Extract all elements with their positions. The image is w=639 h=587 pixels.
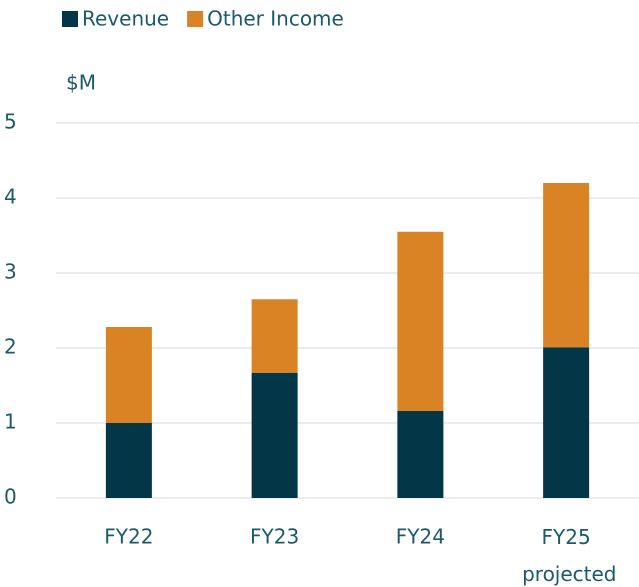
y-tick-label: 4 (4, 185, 17, 209)
y-tick-label: 1 (4, 410, 17, 434)
legend-label: Revenue (82, 7, 169, 31)
bar-segment (543, 183, 590, 348)
legend-swatch (62, 11, 78, 27)
x-tick-label: FY22 (104, 525, 153, 549)
bar-segment (397, 231, 444, 411)
legend-swatch (187, 11, 204, 27)
y-tick-label: 0 (4, 485, 17, 509)
bar-segment (397, 411, 444, 498)
y-tick-label: 3 (4, 260, 17, 284)
y-tick-label: 2 (4, 335, 17, 359)
y-axis-label: $M (66, 71, 96, 95)
bar-segment (251, 372, 298, 498)
x-tick-label: FY25 projected (516, 525, 617, 586)
bar-segment (251, 299, 298, 373)
x-tick-label: FY24 (396, 525, 445, 549)
bar-segment (105, 423, 152, 498)
bar-segment (105, 327, 152, 423)
bar-segment (543, 347, 590, 498)
legend-label: Other Income (207, 7, 344, 31)
y-tick-label: 5 (4, 110, 17, 134)
x-tick-label: FY23 (250, 525, 299, 549)
